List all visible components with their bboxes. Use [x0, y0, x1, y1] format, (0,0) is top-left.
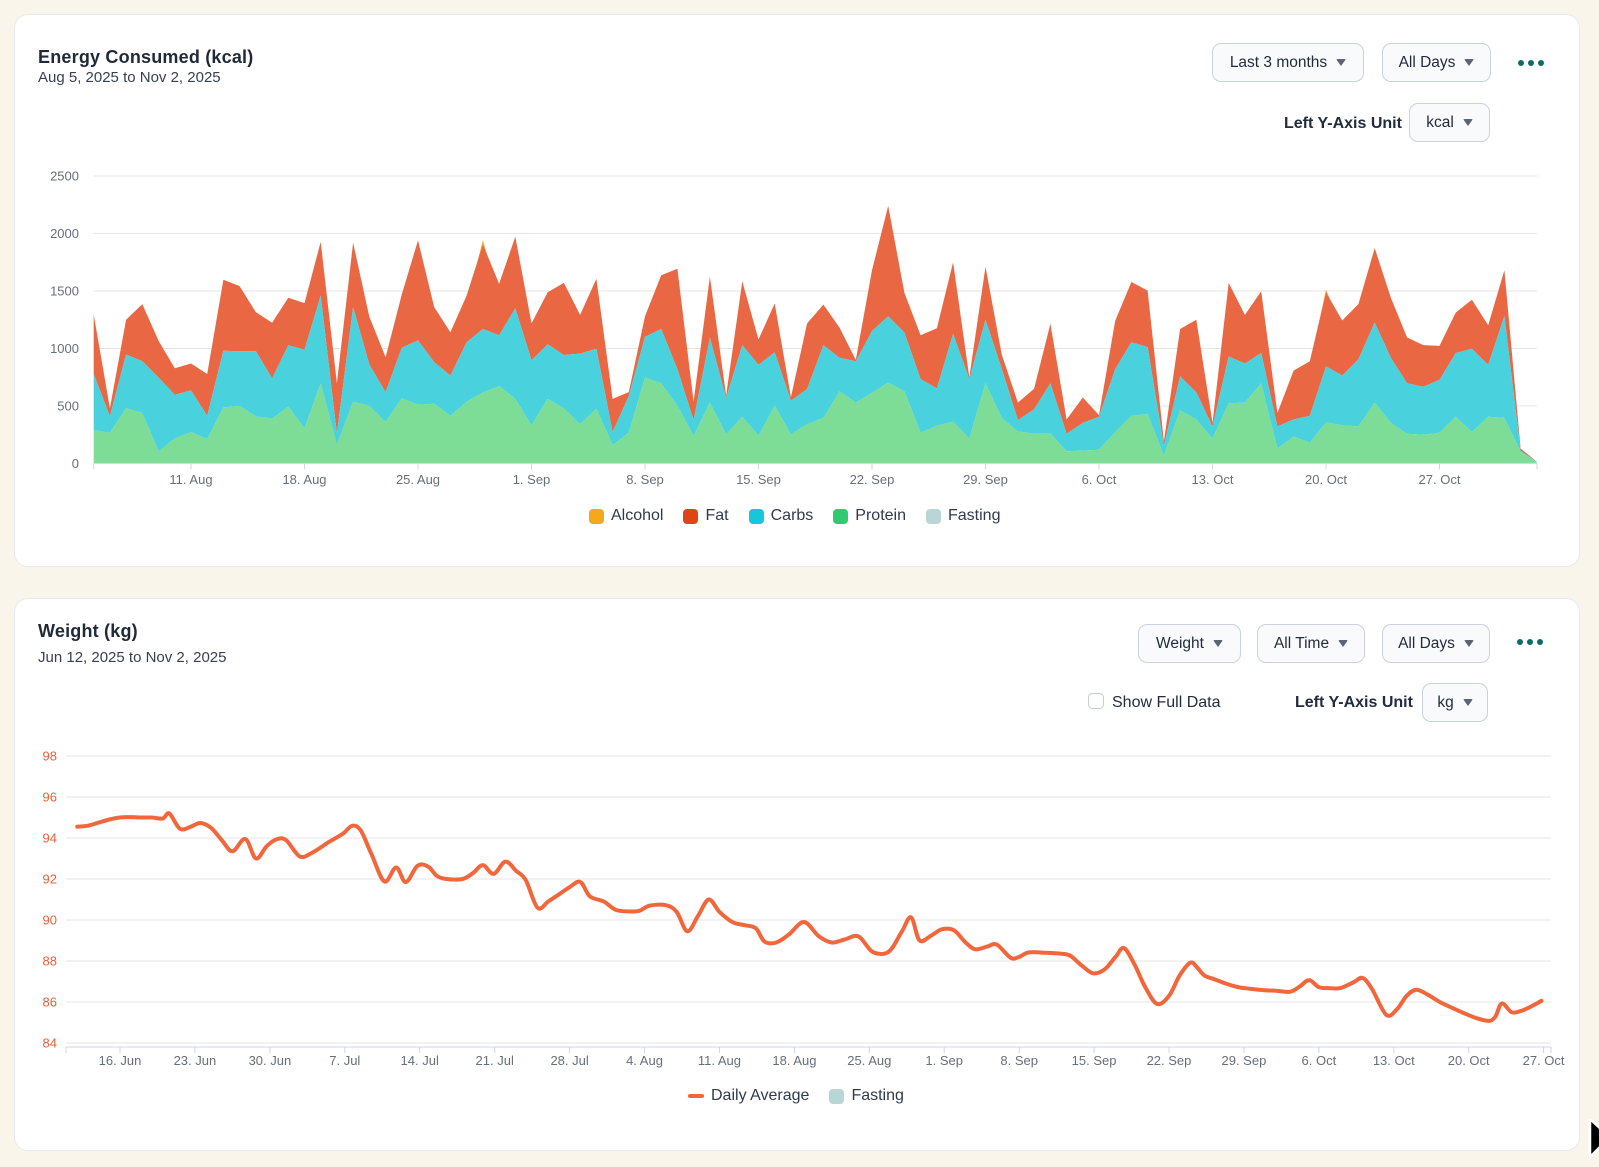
svg-text:1. Sep: 1. Sep: [925, 1053, 963, 1068]
svg-text:28. Jul: 28. Jul: [550, 1053, 588, 1068]
svg-text:6. Oct: 6. Oct: [1082, 472, 1117, 487]
svg-text:15. Sep: 15. Sep: [1072, 1053, 1117, 1068]
svg-text:94: 94: [43, 831, 57, 846]
svg-text:27. Oct: 27. Oct: [1523, 1053, 1565, 1068]
svg-text:6. Oct: 6. Oct: [1302, 1053, 1337, 1068]
svg-text:7. Jul: 7. Jul: [329, 1053, 360, 1068]
svg-text:1000: 1000: [50, 341, 79, 356]
svg-text:25. Aug: 25. Aug: [847, 1053, 891, 1068]
svg-text:11. Aug: 11. Aug: [169, 472, 212, 487]
svg-text:86: 86: [43, 995, 57, 1010]
svg-text:18. Aug: 18. Aug: [282, 472, 326, 487]
svg-text:92: 92: [43, 872, 57, 887]
svg-text:29. Sep: 29. Sep: [963, 472, 1008, 487]
svg-text:25. Aug: 25. Aug: [396, 472, 440, 487]
svg-text:8. Sep: 8. Sep: [1000, 1053, 1038, 1068]
svg-text:90: 90: [43, 913, 57, 928]
svg-text:18. Aug: 18. Aug: [772, 1053, 816, 1068]
svg-text:13. Oct: 13. Oct: [1373, 1053, 1415, 1068]
svg-text:16. Jun: 16. Jun: [99, 1053, 142, 1068]
svg-text:1. Sep: 1. Sep: [513, 472, 551, 487]
svg-text:98: 98: [43, 749, 57, 764]
svg-text:22. Sep: 22. Sep: [1147, 1053, 1192, 1068]
svg-text:96: 96: [43, 790, 57, 805]
svg-text:4. Aug: 4. Aug: [626, 1053, 663, 1068]
svg-text:29. Sep: 29. Sep: [1221, 1053, 1266, 1068]
svg-text:20. Oct: 20. Oct: [1448, 1053, 1490, 1068]
svg-text:84: 84: [43, 1036, 57, 1051]
svg-text:22. Sep: 22. Sep: [850, 472, 895, 487]
svg-text:500: 500: [57, 398, 79, 413]
svg-text:11. Aug: 11. Aug: [698, 1053, 741, 1068]
svg-text:2000: 2000: [50, 226, 79, 241]
svg-text:15. Sep: 15. Sep: [736, 472, 781, 487]
svg-text:13. Oct: 13. Oct: [1192, 472, 1234, 487]
svg-text:0: 0: [72, 456, 79, 471]
svg-text:23. Jun: 23. Jun: [174, 1053, 217, 1068]
svg-text:27. Oct: 27. Oct: [1419, 472, 1461, 487]
svg-text:30. Jun: 30. Jun: [249, 1053, 292, 1068]
svg-text:88: 88: [43, 954, 57, 969]
svg-text:14. Jul: 14. Jul: [401, 1053, 439, 1068]
svg-text:21. Jul: 21. Jul: [476, 1053, 514, 1068]
svg-text:2500: 2500: [50, 169, 79, 184]
svg-text:8. Sep: 8. Sep: [626, 472, 664, 487]
svg-text:20. Oct: 20. Oct: [1305, 472, 1347, 487]
svg-text:1500: 1500: [50, 284, 79, 299]
